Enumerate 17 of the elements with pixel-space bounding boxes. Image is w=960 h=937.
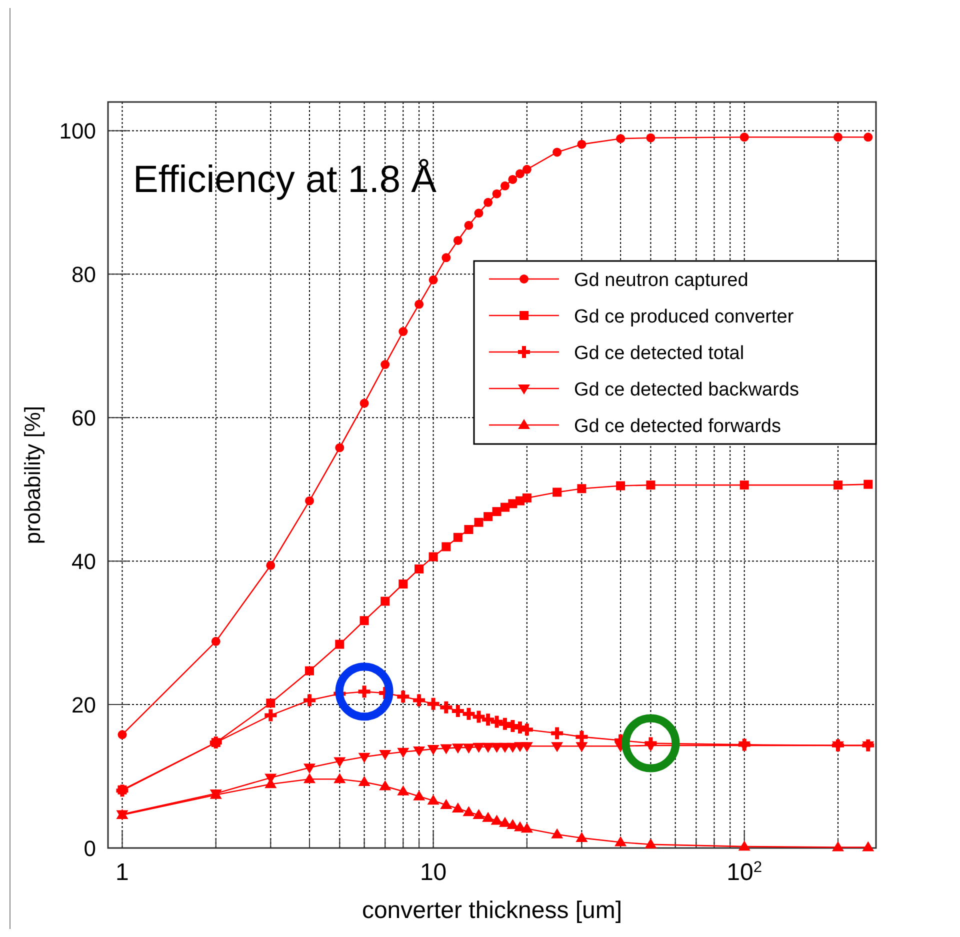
text: Efficiency at 1.8 Å: [133, 158, 438, 201]
legend-label: Gd neutron captured: [574, 270, 748, 291]
legend-label: Gd ce detected backwards: [574, 380, 799, 400]
y-tick-label: 100: [59, 118, 96, 144]
y-tick-label: 60: [72, 406, 96, 431]
x-axis-title: converter thickness [um]: [362, 897, 622, 924]
legend-label: Gd ce produced converter: [574, 306, 794, 328]
y-tick-label: 40: [72, 549, 96, 574]
y-axis-title: probability [%]: [20, 406, 45, 544]
y-tick-label: 20: [72, 692, 96, 718]
legend-label: Gd ce detected forwards: [574, 416, 781, 437]
x-tick-label: 1: [116, 859, 129, 886]
x-tick-label: 10$^{2}$: [726, 858, 762, 886]
y-tick-label: 0: [84, 836, 96, 861]
x-tick-label: 10: [420, 859, 447, 886]
legend-label: Gd ce detected total: [574, 343, 744, 364]
y-tick-label: 80: [72, 262, 96, 288]
